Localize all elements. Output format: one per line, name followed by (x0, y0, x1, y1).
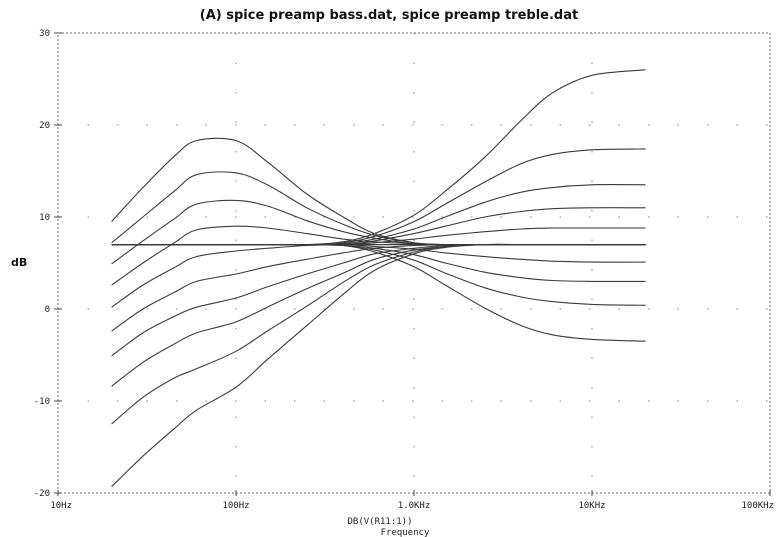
plot-frame (54, 32, 771, 496)
series-line-20 (111, 243, 646, 342)
y-tick-label: 20 (39, 121, 50, 131)
y-tick-label: -20 (34, 489, 50, 499)
y-tick-label: -10 (34, 397, 50, 407)
x-tick-label: 10Hz (50, 501, 72, 511)
y-axis-label: dB (11, 256, 27, 269)
series-line-1 (111, 137, 646, 246)
x-axis-trace-label: DB(V(R11:1)) (347, 517, 412, 527)
plot-border (57, 32, 771, 494)
grid (58, 33, 770, 493)
chart-title: (A) spice preamp bass.dat, spice preamp … (200, 8, 578, 23)
series-lines (111, 69, 646, 487)
x-tick-label: 10KHz (578, 501, 605, 511)
y-tick-label: 30 (39, 29, 50, 39)
y-tick-labels: 30 20 10 0 -10 -20 (34, 29, 50, 499)
y-tick-label: 0 (45, 305, 50, 315)
y-tick-label: 10 (39, 213, 50, 223)
x-axis-label: Frequency (381, 528, 430, 537)
x-tick-label: 100Hz (222, 501, 249, 511)
series-line-8 (111, 243, 646, 387)
series-line-11 (111, 69, 646, 246)
series-line-5 (111, 243, 646, 308)
x-tick-label: 100KHz (741, 501, 774, 511)
x-tick-label: 1.0KHz (398, 501, 431, 511)
series-line-13 (111, 184, 646, 246)
series-line-12 (111, 148, 646, 246)
x-tick-labels: 10Hz 100Hz 1.0KHz 10KHz 100KHz (50, 501, 774, 511)
